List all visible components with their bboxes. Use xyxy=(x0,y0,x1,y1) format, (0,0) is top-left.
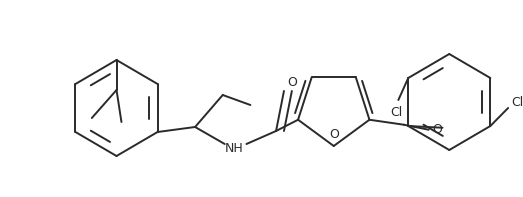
Text: O: O xyxy=(433,123,442,136)
Text: O: O xyxy=(329,128,339,141)
Text: Cl: Cl xyxy=(511,96,523,109)
Text: O: O xyxy=(287,75,297,88)
Text: Cl: Cl xyxy=(390,106,403,119)
Text: NH: NH xyxy=(225,142,244,155)
